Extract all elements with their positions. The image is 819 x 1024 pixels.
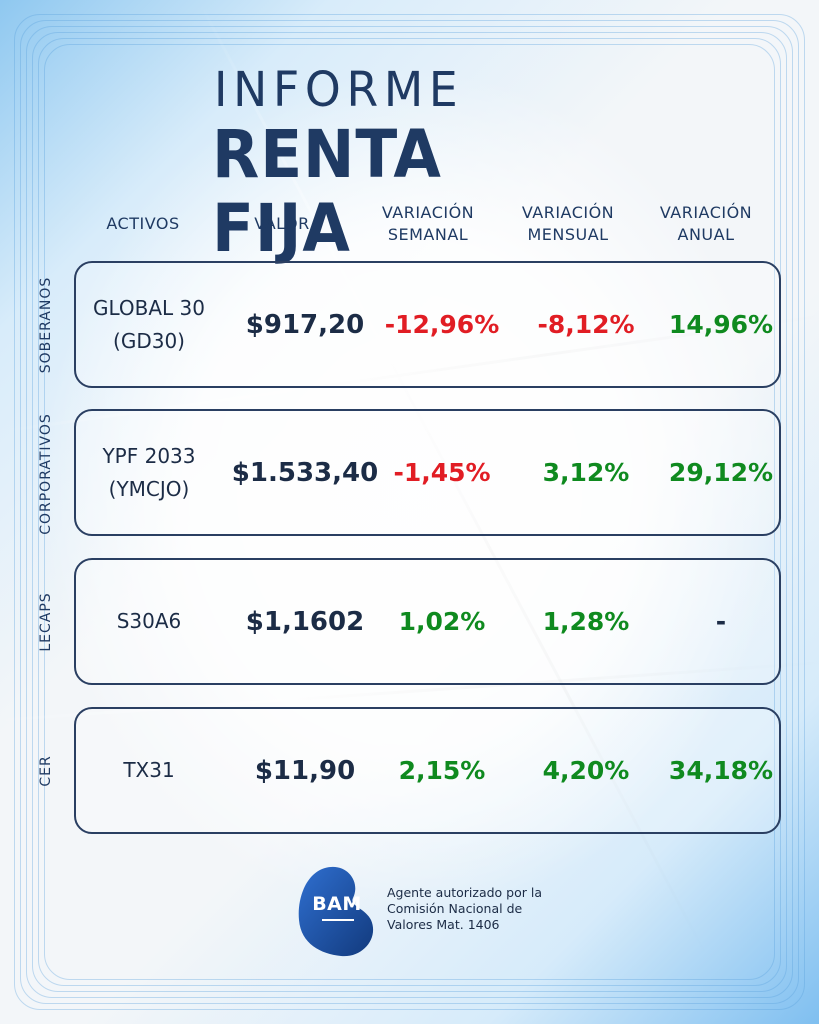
table-row: YPF 2033 (YMCJO) $1.533,40 -1,45% 3,12% 2… xyxy=(74,409,781,536)
asset-value: $917,20 xyxy=(245,309,365,340)
asset-value: $1,1602 xyxy=(245,606,365,637)
monthly-variation: 3,12% xyxy=(542,458,630,487)
asset-name: S30A6 xyxy=(116,609,182,633)
header-variacion-semanal: VARIACIÓN SEMANAL xyxy=(381,203,475,244)
header-variacion-mensual: VARIACIÓN MENSUAL xyxy=(521,203,615,244)
table-row: S30A6 $1,1602 1,02% 1,28% - xyxy=(74,558,781,685)
category-label-corporativos: CORPORATIVOS xyxy=(38,413,54,535)
header-activos: ACTIVOS xyxy=(106,214,180,233)
asset-value: $11,90 xyxy=(254,755,356,786)
category-label-soberanos: SOBERANOS xyxy=(38,276,54,374)
table-row: GLOBAL 30 (GD30) $917,20 -12,96% -8,12% 1… xyxy=(74,261,781,388)
monthly-variation: 4,20% xyxy=(542,756,630,785)
annual-variation: 14,96% xyxy=(668,310,774,339)
weekly-variation: 1,02% xyxy=(398,607,486,636)
header-valor: VALOR xyxy=(254,214,310,233)
category-label-cer: CER xyxy=(38,755,54,787)
weekly-variation: 2,15% xyxy=(398,756,486,785)
asset-value: $1.533,40 xyxy=(231,457,379,488)
table-row: TX31 $11,90 2,15% 4,20% 34,18% xyxy=(74,707,781,834)
weekly-variation: -12,96% xyxy=(384,310,500,339)
asset-name: TX31 xyxy=(123,758,175,782)
agent-disclaimer: Agente autorizado por la Comisión Nacion… xyxy=(387,885,543,932)
asset-name: YPF 2033 (YMCJO) xyxy=(102,443,196,501)
monthly-variation: 1,28% xyxy=(542,607,630,636)
bam-logo-icon xyxy=(298,866,374,957)
title-renta-fija: RENTA FIJA xyxy=(212,116,442,267)
logo-underline xyxy=(322,919,354,921)
monthly-variation: -8,12% xyxy=(537,310,635,339)
annual-variation: 29,12% xyxy=(668,458,774,487)
header-variacion-anual: VARIACIÓN ANUAL xyxy=(659,203,753,244)
annual-variation: - xyxy=(715,607,727,636)
annual-variation: 34,18% xyxy=(668,756,774,785)
category-label-lecaps: LECAPS xyxy=(38,592,54,652)
bam-logo-text: BAM xyxy=(312,893,362,915)
title-informe: INFORME xyxy=(214,62,464,118)
asset-name: GLOBAL 30 (GD30) xyxy=(92,295,206,353)
weekly-variation: -1,45% xyxy=(393,458,491,487)
